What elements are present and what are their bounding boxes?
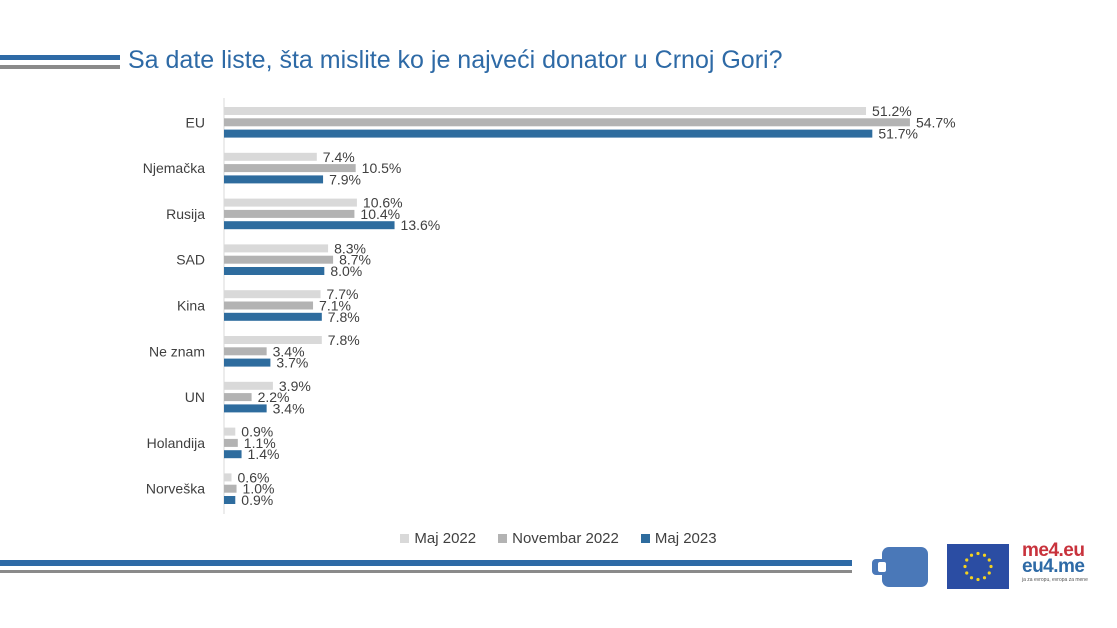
me4eu-logo: me4.eu eu4.me ja za evropu, evropa za me… xyxy=(1022,540,1094,589)
star-icon xyxy=(965,571,969,575)
logo-line-2: eu4.me xyxy=(1022,556,1085,577)
title-accent-bar-blue xyxy=(0,55,120,60)
legend-swatch xyxy=(400,534,410,543)
data-label: 10.5% xyxy=(362,160,402,176)
category-label: Rusija xyxy=(166,206,205,222)
bar xyxy=(224,118,910,127)
star-icon xyxy=(976,577,980,582)
star-icon xyxy=(976,551,980,556)
data-label: 51.7% xyxy=(878,126,918,142)
data-label: 54.7% xyxy=(916,114,956,130)
legend-item: Novembar 2022 xyxy=(498,530,619,547)
data-label: 2.2% xyxy=(258,389,290,405)
data-label: 7.1% xyxy=(319,298,351,314)
data-label: 3.4% xyxy=(273,400,305,416)
bar xyxy=(224,152,317,161)
bar xyxy=(224,438,238,447)
bar xyxy=(224,473,232,482)
category-label: Norveška xyxy=(146,481,205,497)
bar xyxy=(224,107,867,115)
footer-accent-bar-gray xyxy=(0,570,852,573)
star-icon xyxy=(987,571,991,575)
data-label: 3.7% xyxy=(276,355,308,371)
data-label: 8.3% xyxy=(334,240,366,256)
data-label: 7.4% xyxy=(323,149,355,165)
bar xyxy=(224,484,237,493)
data-label: 8.7% xyxy=(339,252,371,268)
category-label: Kina xyxy=(177,298,205,314)
chart-title: Sa date liste, šta mislite ko je najveći… xyxy=(128,46,783,74)
star-icon xyxy=(969,553,974,557)
data-label: 8.0% xyxy=(330,263,362,279)
legend-label: Novembar 2022 xyxy=(512,530,619,547)
star-icon xyxy=(982,553,987,557)
data-label: 0.9% xyxy=(241,492,273,508)
data-label: 1.1% xyxy=(244,435,276,451)
bar xyxy=(224,347,267,356)
data-label: 3.9% xyxy=(279,378,311,394)
star-icon xyxy=(987,558,991,562)
data-label: 3.4% xyxy=(273,343,305,359)
data-label: 51.2% xyxy=(872,103,912,119)
data-label: 7.9% xyxy=(329,171,361,187)
category-label: EU xyxy=(186,114,205,130)
bar xyxy=(224,496,236,504)
legend-label: Maj 2022 xyxy=(414,530,477,547)
data-label: 7.8% xyxy=(328,309,360,325)
bar xyxy=(224,336,322,344)
bar xyxy=(224,244,329,253)
logo-line-1: me4.eu xyxy=(1022,540,1085,561)
bar xyxy=(224,255,334,264)
bar xyxy=(224,209,355,218)
data-label: 7.7% xyxy=(327,286,359,302)
bar-chart: EU 51.2%54.7%51.7% Njemačka 7.4% 10.5%7.9% Ru… xyxy=(143,98,956,514)
bar xyxy=(224,129,873,138)
bar xyxy=(224,221,395,230)
organization-logo-icon xyxy=(872,547,928,587)
bar xyxy=(224,301,314,310)
eu-flag-icon xyxy=(947,544,1009,589)
title-accent-bar-gray xyxy=(0,65,120,69)
legend-item: Maj 2023 xyxy=(640,530,717,547)
data-label: 0.6% xyxy=(238,469,270,485)
data-label: 10.4% xyxy=(360,206,400,222)
star-icon xyxy=(965,558,969,562)
legend-swatch xyxy=(640,534,650,543)
category-label: UN xyxy=(185,389,205,405)
category-label: Njemačka xyxy=(143,160,205,176)
legend-swatch xyxy=(498,534,508,543)
footer-accent-bar-blue xyxy=(0,560,852,566)
data-label: 0.9% xyxy=(241,424,273,440)
data-label: 1.0% xyxy=(243,481,275,497)
star-icon xyxy=(989,564,993,569)
category-label: Holandija xyxy=(147,435,206,451)
bar xyxy=(224,175,324,184)
bar xyxy=(224,427,236,436)
logo-tagline: ja za evropu, evropa za mene xyxy=(1022,577,1088,583)
data-label: 1.4% xyxy=(248,446,280,462)
category-label: Ne znam xyxy=(149,343,205,359)
chart-legend: Maj 2022 Novembar 2022 Maj 2023 xyxy=(0,530,1117,547)
data-label: 7.8% xyxy=(328,332,360,348)
category-label: SAD xyxy=(176,252,205,268)
bar xyxy=(224,358,271,367)
legend-item: Maj 2022 xyxy=(400,530,476,547)
legend-label: Maj 2023 xyxy=(654,530,717,547)
star-icon xyxy=(963,564,967,569)
data-label: 10.6% xyxy=(363,195,403,211)
data-label: 13.6% xyxy=(401,217,441,233)
bar xyxy=(224,164,356,173)
bar xyxy=(224,290,321,299)
bar xyxy=(224,404,267,413)
bar xyxy=(224,312,322,321)
bar xyxy=(224,393,252,402)
bar xyxy=(224,381,273,390)
bar xyxy=(224,450,242,459)
star-icon xyxy=(969,576,974,580)
star-icon xyxy=(982,576,987,580)
bar xyxy=(224,267,325,275)
bar xyxy=(224,198,357,207)
